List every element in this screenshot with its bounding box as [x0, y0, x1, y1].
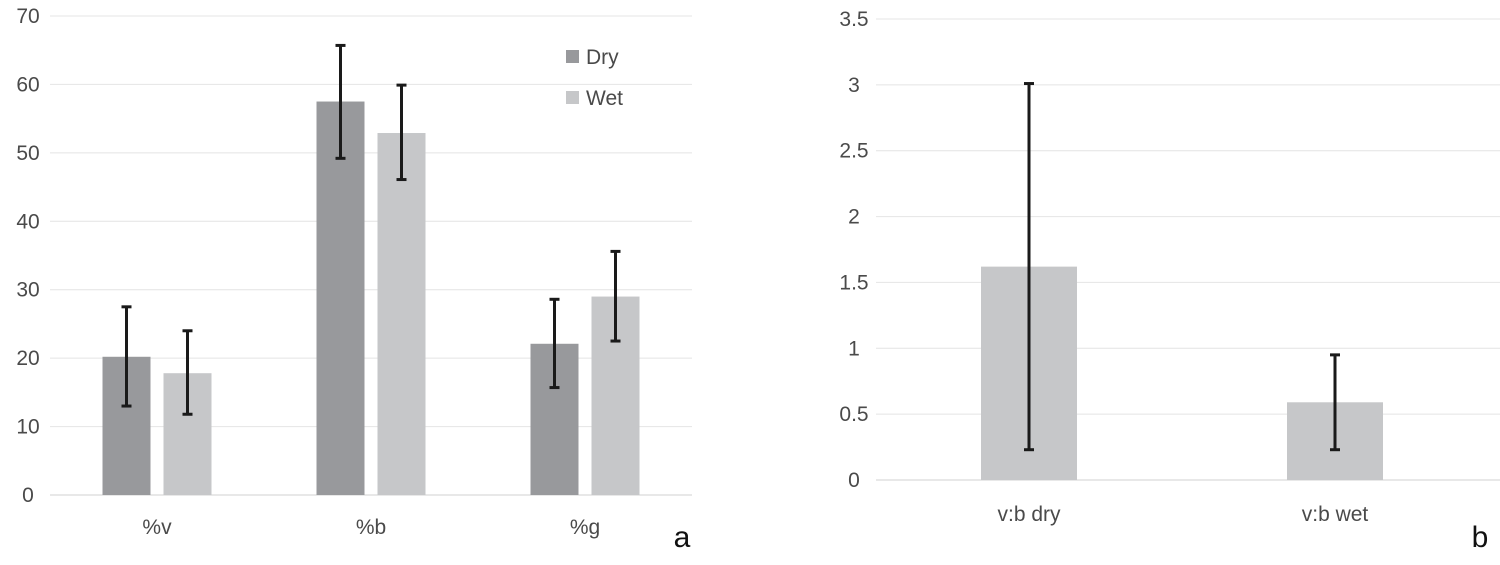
- y-tick-label: 40: [16, 210, 39, 233]
- y-tick-label: 3.5: [839, 8, 868, 31]
- y-tick-label: 0: [22, 484, 34, 507]
- y-tick-label: 1: [848, 337, 860, 360]
- y-tick-label: 70: [16, 5, 39, 28]
- legend-swatch-wet: [566, 91, 579, 104]
- bar-wet: [377, 133, 426, 495]
- panel-b-chart: 0 0.5 1 1.5 2 2.5 3 3.5 v:b dry v:b wet b: [839, 8, 1500, 554]
- y-tick-label: 0.5: [839, 403, 868, 426]
- panel-a-chart: 0 10 20 30 40 50 60 70 %v %b %g Dry Wet a: [16, 5, 692, 554]
- x-category-label: v:b wet: [1302, 503, 1369, 526]
- y-tick-label: 50: [16, 142, 39, 165]
- panel-label: a: [674, 521, 691, 554]
- y-tick-label: 10: [16, 416, 39, 439]
- legend-label-dry: Dry: [586, 46, 619, 69]
- panel-label: b: [1472, 521, 1489, 554]
- y-tick-label: 0: [848, 469, 860, 492]
- y-tick-label: 30: [16, 279, 39, 302]
- y-tick-label: 20: [16, 347, 39, 370]
- y-tick-label: 60: [16, 73, 39, 96]
- x-category-label: %g: [570, 516, 600, 539]
- y-tick-label: 1.5: [839, 271, 868, 294]
- y-tick-label: 3: [848, 74, 860, 97]
- legend-swatch-dry: [566, 50, 579, 63]
- y-tick-label: 2: [848, 206, 860, 229]
- x-category-label: v:b dry: [997, 503, 1061, 526]
- x-category-label: %b: [356, 516, 386, 539]
- bar-dry: [316, 101, 365, 496]
- legend-label-wet: Wet: [586, 87, 623, 110]
- x-category-label: %v: [142, 516, 172, 539]
- y-tick-label: 2.5: [839, 140, 868, 163]
